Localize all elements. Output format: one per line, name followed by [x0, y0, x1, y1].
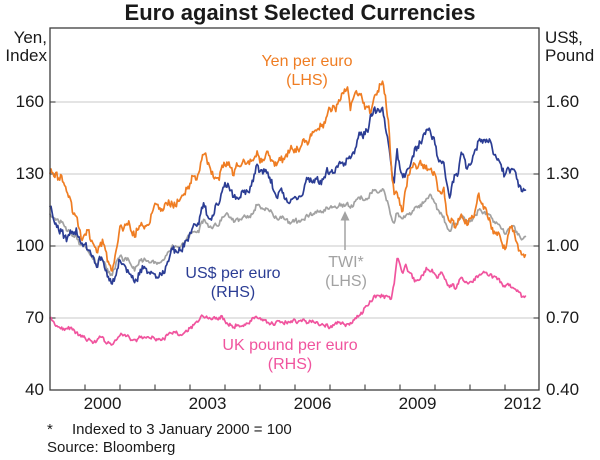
right-axis-label-1.00: 1.00 [546, 236, 580, 255]
series-label-yen-note: (LHS) [286, 72, 328, 89]
right-axis-label-0.70: 0.70 [546, 308, 580, 327]
left-axis-header: Yen, Index [0, 29, 47, 65]
series-label-twi-name: TWI* [328, 254, 364, 271]
series-line-3 [49, 257, 527, 346]
twi-annotation-arrowhead [340, 211, 350, 221]
series-label-twi: TWI* (LHS) [325, 253, 367, 291]
left-axis-label-130: 130 [15, 164, 44, 183]
x-axis-label-2000: 2000 [83, 394, 122, 413]
x-axis-label-2009: 2009 [398, 394, 437, 413]
series-label-pound: UK pound per euro (RHS) [222, 336, 357, 374]
left-axis-label-100: 100 [15, 236, 44, 255]
right-axis-label-1.60: 1.60 [546, 92, 580, 111]
series-line-2 [49, 188, 527, 277]
left-axis-header-line1: Yen, [13, 28, 47, 47]
plot-border [49, 27, 540, 391]
right-axis-header-line2: Pound [545, 46, 595, 65]
left-axis-header-line2: Index [5, 46, 47, 65]
series-line-1 [49, 106, 527, 285]
left-axis-label-160: 160 [15, 92, 44, 111]
left-axis-label-70: 70 [25, 308, 44, 327]
footnote-marker: * [47, 421, 53, 438]
series-line-0 [49, 80, 527, 272]
chart-title: Euro against Selected Currencies [124, 0, 476, 25]
x-axis-label-2012: 2012 [503, 394, 542, 413]
x-axis-label-2006: 2006 [293, 394, 332, 413]
series-label-yen: Yen per euro (LHS) [261, 52, 352, 90]
series-label-pound-note: (RHS) [267, 356, 313, 373]
right-axis-header-line1: US$, [545, 28, 583, 47]
left-axis-label-40: 40 [25, 380, 44, 399]
series-label-usd: US$ per euro (RHS) [185, 264, 280, 302]
footnote-text: Indexed to 3 January 2000 = 100 [72, 421, 292, 438]
series-label-yen-name: Yen per euro [261, 53, 353, 70]
series-label-usd-note: (RHS) [210, 284, 256, 301]
x-axis-label-2003: 2003 [188, 394, 227, 413]
footnote-source: Source: Bloomberg [47, 439, 176, 456]
series-label-twi-note: (LHS) [325, 273, 367, 290]
series-label-usd-name: US$ per euro [185, 265, 281, 282]
right-axis-label-1.30: 1.30 [546, 164, 580, 183]
right-axis-header: US$, Pound [545, 29, 594, 65]
series-label-pound-name: UK pound per euro [222, 337, 358, 354]
right-axis-label-0.40: 0.40 [546, 380, 580, 399]
